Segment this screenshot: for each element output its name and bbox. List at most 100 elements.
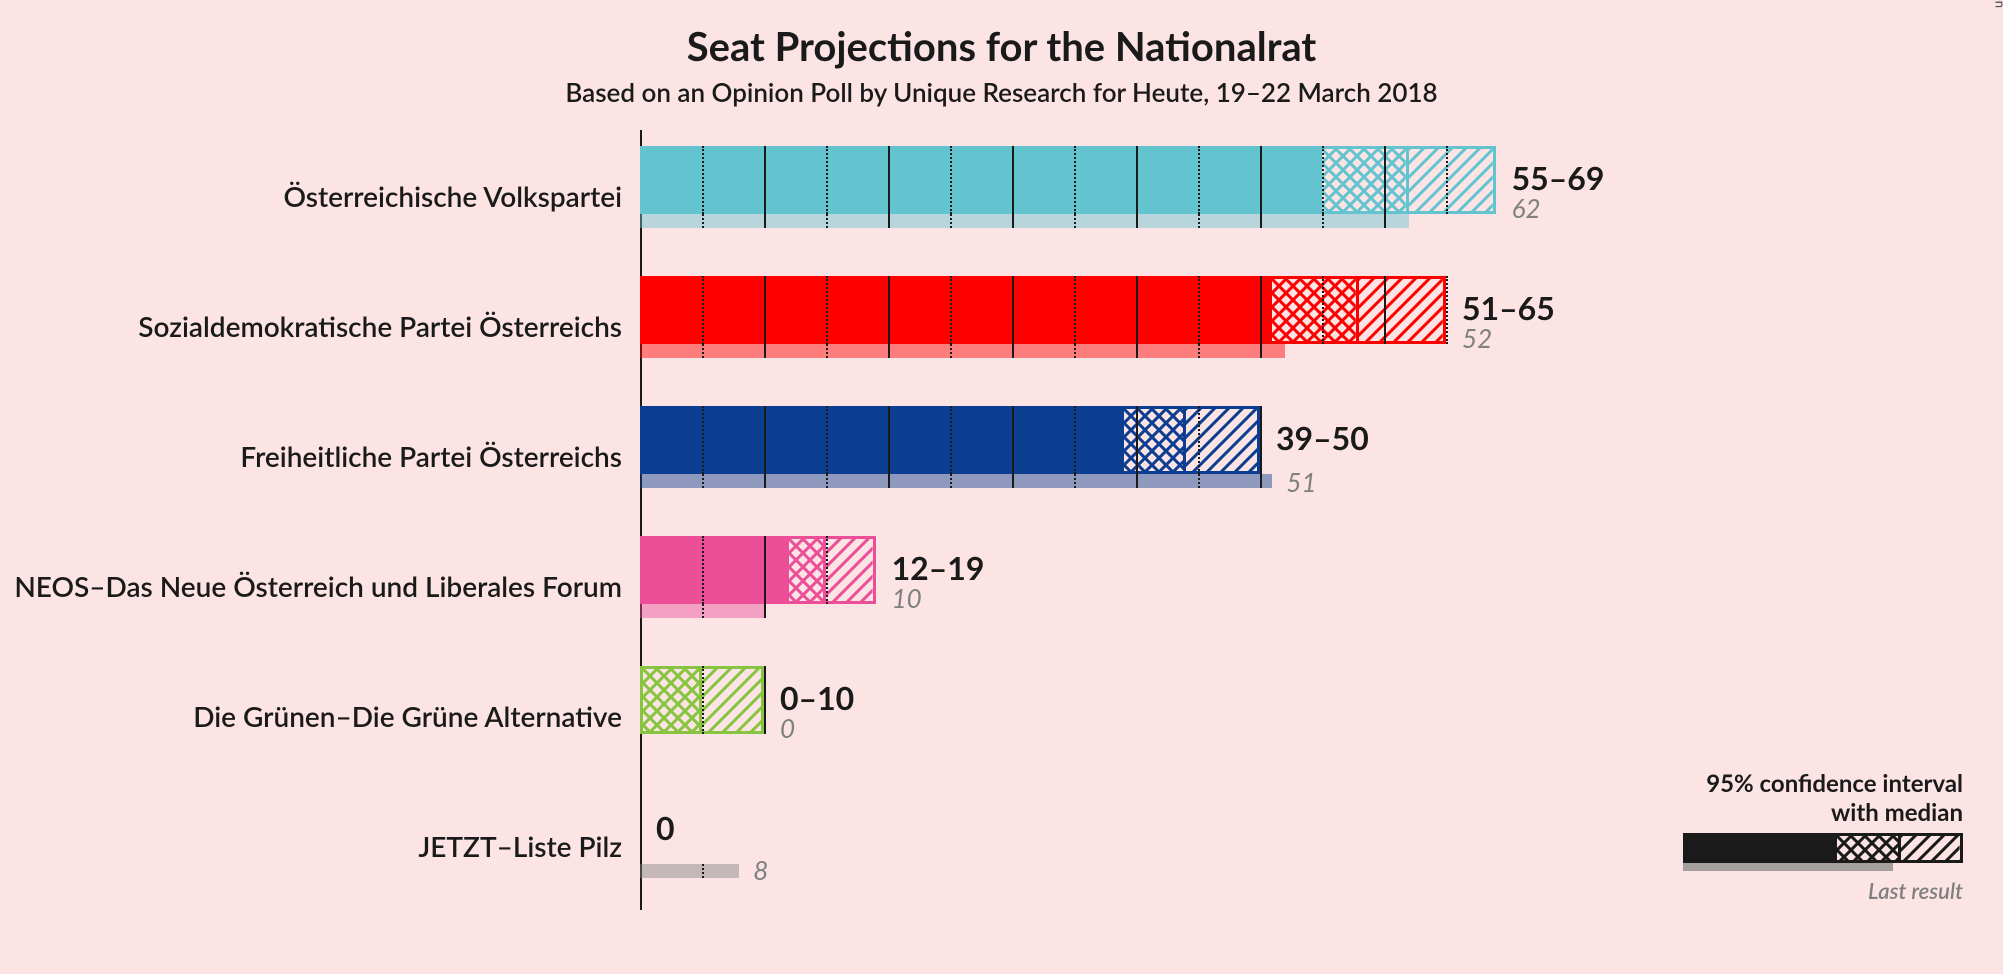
gridline	[826, 276, 828, 344]
ci-median-high-bar	[1186, 406, 1260, 474]
gridline	[1136, 276, 1138, 344]
gridline	[1136, 344, 1138, 358]
last-result-bar	[640, 344, 1285, 358]
gridline	[826, 146, 828, 214]
ci-median-high-bar	[826, 536, 876, 604]
gridline	[702, 474, 704, 488]
gridline	[1446, 276, 1448, 344]
gridline	[826, 344, 828, 358]
gridline	[1074, 146, 1076, 214]
gridline	[950, 146, 952, 214]
gridline	[1322, 146, 1324, 214]
last-result-label: 52	[1462, 322, 1492, 354]
gridline	[888, 474, 890, 488]
gridline	[950, 214, 952, 228]
last-result-label: 8	[753, 854, 768, 886]
legend-bar	[1683, 833, 1963, 873]
gridline	[1260, 214, 1262, 228]
gridline	[702, 666, 704, 734]
gridline	[1074, 406, 1076, 474]
party-row: Sozialdemokratische Partei Österreichs 5…	[640, 268, 1980, 398]
ci-low-bar	[640, 406, 1124, 474]
gridline	[1198, 146, 1200, 214]
ci-low-median-bar	[640, 666, 702, 734]
legend-title-line2: with median	[1673, 798, 1963, 827]
legend-title-line1: 95% confidence interval	[1673, 769, 1963, 798]
ci-low-median-bar	[1272, 276, 1359, 344]
gridline	[888, 276, 890, 344]
gridline	[1322, 214, 1324, 228]
gridline	[764, 666, 766, 734]
gridline	[1384, 146, 1386, 214]
gridline	[950, 474, 952, 488]
last-result-bar	[640, 864, 739, 878]
chart-subtitle: Based on an Opinion Poll by Unique Resea…	[0, 76, 2003, 108]
gridline	[1384, 276, 1386, 344]
chart-container: © 2019 Filip van Laenen Seat Projections…	[0, 0, 2003, 974]
gridline	[764, 474, 766, 488]
gridline	[702, 344, 704, 358]
gridline	[888, 146, 890, 214]
gridline	[1074, 214, 1076, 228]
gridline	[1074, 474, 1076, 488]
chart-title: Seat Projections for the Nationalrat	[0, 22, 2003, 70]
gridline	[1260, 276, 1262, 344]
gridline	[826, 474, 828, 488]
gridline	[950, 276, 952, 344]
gridline	[1198, 276, 1200, 344]
party-label: Sozialdemokratische Partei Österreichs	[138, 309, 640, 343]
gridline	[1260, 406, 1262, 474]
gridline	[1012, 276, 1014, 344]
gridline	[1136, 146, 1138, 214]
gridline	[1198, 214, 1200, 228]
gridline	[888, 406, 890, 474]
gridline	[1136, 474, 1138, 488]
gridline	[764, 604, 766, 618]
gridline	[1012, 344, 1014, 358]
gridline	[1136, 214, 1138, 228]
gridline	[826, 214, 828, 228]
last-result-bar	[640, 474, 1272, 488]
last-result-label: 51	[1286, 466, 1316, 498]
gridline	[1074, 344, 1076, 358]
gridline	[1198, 406, 1200, 474]
gridline	[702, 536, 704, 604]
last-result-label: 10	[892, 582, 922, 614]
gridline	[950, 406, 952, 474]
gridline	[888, 344, 890, 358]
ci-low-bar	[640, 276, 1272, 344]
ci-median-high-bar	[1359, 276, 1446, 344]
last-result-bar	[640, 214, 1409, 228]
legend-last-label: Last result	[1673, 877, 1963, 904]
party-row: NEOS–Das Neue Österreich und Liberales F…	[640, 528, 1980, 658]
copyright-text: © 2019 Filip van Laenen	[1993, 0, 2003, 8]
gridline	[1198, 344, 1200, 358]
gridline	[1260, 146, 1262, 214]
party-row: Freiheitliche Partei Österreichs 39–5051	[640, 398, 1980, 528]
gridline	[764, 276, 766, 344]
gridline	[702, 146, 704, 214]
party-label: JETZT–Liste Pilz	[418, 829, 640, 863]
gridline	[826, 406, 828, 474]
gridline	[764, 146, 766, 214]
last-result-label: 0	[780, 712, 795, 744]
party-label: NEOS–Das Neue Österreich und Liberales F…	[14, 569, 640, 603]
gridline	[1012, 406, 1014, 474]
ci-low-bar	[640, 146, 1322, 214]
gridline	[702, 604, 704, 618]
legend: 95% confidence intervalwith median Last …	[1673, 769, 1963, 904]
gridline	[1384, 214, 1386, 228]
gridline	[1136, 406, 1138, 474]
gridline	[764, 536, 766, 604]
ci-low-median-bar	[789, 536, 826, 604]
gridline	[1074, 276, 1076, 344]
gridline	[702, 864, 704, 878]
gridline	[702, 276, 704, 344]
gridline	[1012, 474, 1014, 488]
gridline	[764, 344, 766, 358]
gridline	[950, 344, 952, 358]
ci-low-bar	[640, 536, 789, 604]
ci-low-median-bar	[1322, 146, 1409, 214]
gridline	[888, 214, 890, 228]
party-label: Österreichische Volkspartei	[283, 179, 640, 213]
